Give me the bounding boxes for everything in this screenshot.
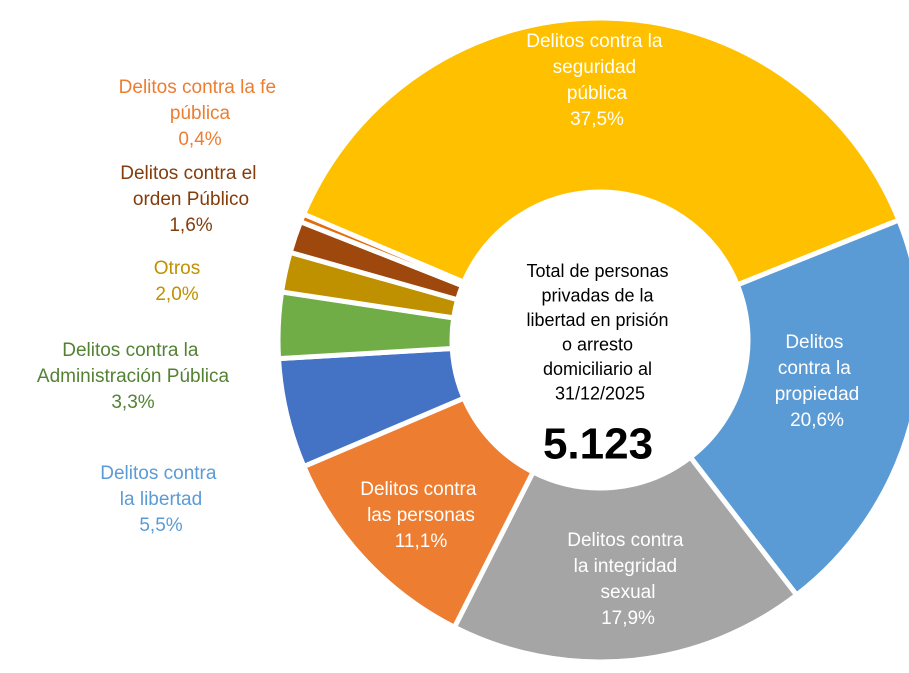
value-label: 1,6% — [169, 215, 212, 236]
center-text-line: Total de personas — [526, 261, 673, 281]
slice-label-line: la integridad — [574, 556, 683, 577]
value-label: 17,9% — [601, 608, 655, 629]
slice-label-line: Delitos contra — [567, 530, 688, 551]
slice-label: Delitos contra la integridad sexual — [567, 530, 688, 603]
center-value: 5.123 — [543, 420, 653, 469]
value-label: 20,6% — [790, 410, 844, 431]
slice-label: Delitos contra las personas — [360, 479, 481, 526]
slice-label-line: la libertad — [120, 489, 202, 510]
slice-label-line: las personas — [367, 505, 475, 526]
donut-slice — [297, 210, 468, 289]
value-label: 0,4% — [178, 129, 221, 150]
slice-label-line: pública — [170, 103, 231, 124]
slice-label: Otros — [154, 258, 200, 279]
slice-label-line: Delitos contra el — [120, 163, 262, 184]
slice-label: Delitos contra la seguridad pública — [526, 31, 668, 104]
slice-label: Delitos contra la Administración Pública — [37, 340, 230, 387]
slice-label: Delitos contra la fe pública — [119, 77, 282, 124]
slice-label-line: propiedad — [775, 384, 860, 405]
value-label: 11,1% — [395, 531, 448, 552]
center-text: Total de personas privadas de la liberta… — [526, 261, 673, 404]
center-text-line: privadas de la — [541, 285, 658, 305]
donut-slice — [300, 15, 903, 289]
slice-label-line: Delitos contra — [360, 479, 481, 500]
donut-slice — [686, 216, 909, 599]
slice-label-line: Delitos contra la — [526, 31, 668, 52]
donut-slice — [451, 453, 801, 665]
center-text-line: 31/12/2025 — [555, 383, 645, 403]
value-label: 37,5% — [570, 109, 624, 130]
slice-label-line: Delitos contra la — [62, 340, 204, 361]
slice-label-line: Otros — [154, 258, 200, 279]
slice-label: Delitos contra la propiedad — [775, 332, 860, 405]
center-text-line: o arresto — [562, 334, 638, 354]
slice-label-line: sexual — [601, 582, 656, 603]
donut-slice — [300, 394, 537, 631]
value-label: 5,5% — [139, 515, 182, 536]
slice-label-line: Delitos contra la fe — [119, 77, 282, 98]
value-label: 2,0% — [155, 284, 198, 305]
slice-label: Delitos contra el orden Público — [120, 163, 262, 210]
slice-label-line: pública — [567, 83, 628, 104]
slice-label-line: contra la — [778, 358, 856, 379]
center-text-line: libertad en prisión — [526, 310, 673, 330]
slice-label-line: seguridad — [553, 57, 642, 78]
slice-label-line: Delitos — [785, 332, 848, 353]
slice-label: Delitos contra la libertad — [100, 463, 221, 510]
slice-label-line: Administración Pública — [37, 366, 230, 387]
slice-label-line: orden Público — [133, 189, 249, 210]
value-label: 3,3% — [111, 392, 154, 413]
center-text-line: domiciliario al — [543, 359, 657, 379]
slice-label-line: Delitos contra — [100, 463, 221, 484]
